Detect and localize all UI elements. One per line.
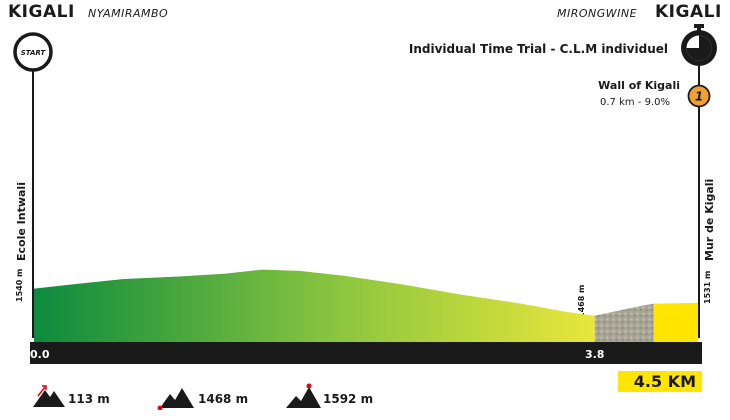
profile-main-area	[34, 269, 595, 342]
stage-title: Individual Time Trial - C.L.M individuel	[408, 42, 668, 56]
total-elevation-gain: 113 m	[68, 392, 110, 406]
highest-point-icon	[286, 383, 321, 408]
finish-city: KIGALI	[655, 2, 722, 22]
finish-district: MIRONGWINE	[557, 7, 638, 20]
climb-stats: 0.7 km - 9.0%	[600, 97, 670, 108]
start-badge-text: START	[21, 49, 47, 57]
total-distance: 4.5 KM	[618, 371, 702, 392]
lowest-point-icon	[157, 388, 194, 410]
start-line	[32, 46, 34, 338]
profile-finish-area	[653, 302, 698, 342]
climb-name: Wall of Kigali	[598, 79, 680, 92]
lowest-point: 1468 m	[198, 392, 249, 406]
climb-number-badge: 1	[687, 84, 711, 108]
stopwatch-icon	[681, 24, 717, 66]
highest-point: 1592 m	[323, 392, 374, 406]
km-tick-label: 0.0	[30, 348, 50, 361]
distance-axis-bar	[30, 342, 702, 364]
elevation-gain-icon	[33, 385, 65, 407]
climb-number: 1	[695, 90, 703, 104]
start-district: NYAMIRAMBO	[88, 7, 169, 20]
finish-line	[698, 56, 700, 338]
profile-climb-cobbles	[594, 303, 654, 342]
km-tick-label: 3.8	[585, 348, 605, 361]
start-icon: START	[13, 32, 53, 72]
start-city: KIGALI	[8, 2, 75, 22]
